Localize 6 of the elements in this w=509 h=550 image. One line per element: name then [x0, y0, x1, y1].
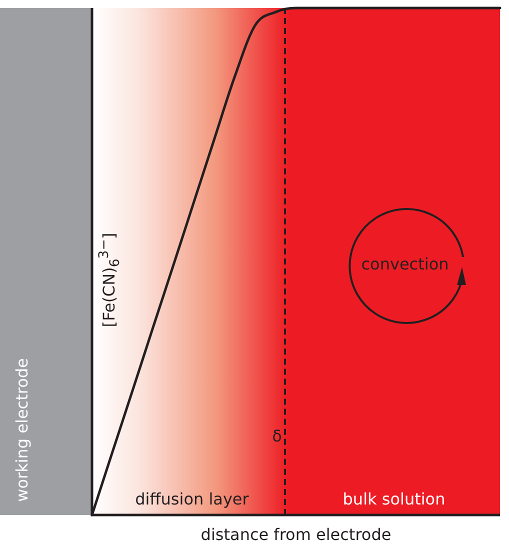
x-axis-title: distance from electrode	[200, 525, 392, 544]
text: working electrode	[12, 358, 32, 502]
annotation: δ	[272, 426, 282, 446]
annotation: convection	[361, 254, 449, 274]
annotation: bulk solution	[342, 490, 446, 508]
annotation: diffusion layer	[135, 490, 249, 508]
